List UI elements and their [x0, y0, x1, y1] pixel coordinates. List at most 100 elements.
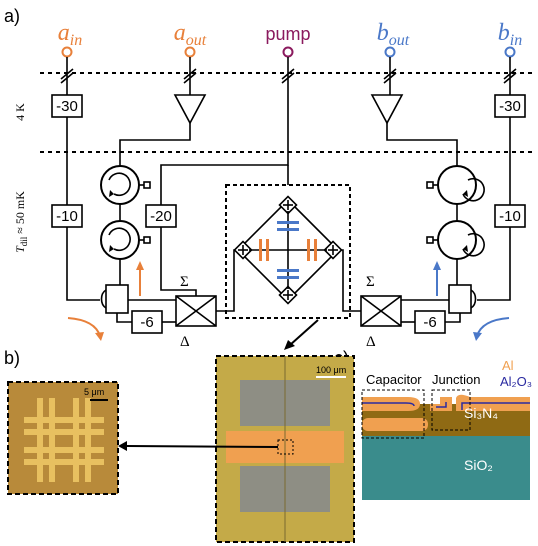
- attenuator: [51, 94, 83, 118]
- attenuator: [494, 94, 526, 118]
- wire: [160, 227, 197, 296]
- amplifier: [370, 94, 404, 125]
- capacitor: [266, 239, 269, 261]
- hybrid-cross: [360, 295, 402, 327]
- hybrid-cross: [175, 295, 217, 327]
- termination: [426, 236, 434, 244]
- material-label: Si₃N₄: [464, 405, 498, 421]
- capacitor: [307, 239, 310, 261]
- material-label: Al₂O₃: [500, 374, 532, 389]
- break-mark: [60, 68, 74, 80]
- circulator: [437, 165, 477, 205]
- attenuator-label: -10: [56, 208, 78, 225]
- attenuator-label: -30: [499, 98, 521, 115]
- termination: [143, 236, 151, 244]
- break-mark: [183, 72, 197, 84]
- break-mark: [503, 72, 517, 84]
- hybrid-diff: Δ: [366, 334, 376, 350]
- panel-label: a): [4, 6, 20, 26]
- zoom-box: [277, 439, 294, 455]
- pointer-arrow: [123, 445, 279, 448]
- break-mark: [281, 72, 295, 84]
- wire: [386, 123, 458, 166]
- inset-line: [73, 398, 79, 482]
- break-mark: [281, 68, 295, 80]
- capacitor: [277, 221, 299, 224]
- inset-line: [24, 447, 104, 453]
- wire: [477, 227, 511, 301]
- port: [282, 46, 294, 58]
- amplifier: [173, 94, 207, 125]
- port-label: bout: [377, 20, 410, 49]
- port: [184, 46, 196, 58]
- circulator-arrow: [109, 190, 114, 197]
- attenuator-label: -6: [423, 314, 436, 331]
- region-label: Junction: [432, 372, 480, 387]
- circulator: [437, 220, 477, 260]
- signal-arrow: [473, 332, 482, 341]
- circulator-arrow: [462, 232, 485, 257]
- attenuator: [494, 204, 526, 228]
- attenuator-label: -20: [150, 208, 172, 225]
- port: [384, 46, 396, 58]
- al-buried: [362, 418, 428, 431]
- break-mark: [383, 68, 397, 80]
- circulator-arrow: [463, 190, 468, 197]
- sio2-layer: [362, 436, 530, 500]
- inset-line: [37, 398, 43, 482]
- inset-line: [49, 398, 55, 482]
- al-top: [430, 397, 452, 411]
- inset-line: [24, 429, 104, 435]
- schematic: [7, 46, 532, 543]
- scale-bar: [90, 399, 108, 401]
- break-mark: [383, 72, 397, 84]
- capacitor: [277, 269, 299, 272]
- wire: [333, 249, 361, 312]
- termination: [143, 181, 151, 189]
- capacitor: [277, 276, 299, 279]
- break-mark: [60, 72, 74, 84]
- coupler: [448, 284, 472, 314]
- circulator: [100, 220, 140, 260]
- material-label: Al: [502, 358, 514, 373]
- capacitor: [259, 239, 262, 261]
- circulator-arrow: [108, 172, 131, 197]
- termination: [426, 181, 434, 189]
- device-outline: [225, 184, 351, 319]
- attenuator: [51, 204, 83, 228]
- pointer-arrow: [284, 340, 295, 350]
- inset-line: [24, 459, 104, 465]
- port-label: ain: [58, 20, 82, 49]
- wire: [119, 123, 191, 166]
- region-label: Capacitor: [366, 372, 422, 387]
- circulator: [100, 165, 140, 205]
- scale-bar: [316, 376, 346, 378]
- inset-line: [24, 417, 104, 423]
- inset-micrograph: [7, 381, 119, 495]
- pointer-arrow: [289, 319, 319, 346]
- region-box: [361, 389, 425, 439]
- port-label: pump: [265, 24, 310, 44]
- termination: [470, 289, 477, 309]
- port: [504, 46, 516, 58]
- wire: [160, 95, 289, 205]
- hybrid-sum: Σ: [366, 274, 375, 290]
- port: [61, 46, 73, 58]
- stage-label: Tdil ≈ 50 mK: [13, 191, 29, 253]
- scale-bar-label: 5 μm: [84, 387, 104, 397]
- port-label: aout: [174, 20, 207, 49]
- capacitor: [314, 239, 317, 261]
- signal-arrow: [433, 261, 441, 270]
- coupler: [105, 284, 129, 314]
- signal-arrow: [136, 261, 144, 270]
- pointer-arrow: [118, 441, 127, 451]
- al2o3-line: [362, 402, 530, 410]
- stage-label: 4 K: [13, 103, 27, 121]
- al-top: [362, 397, 420, 411]
- capacitor: [277, 228, 299, 231]
- scale-bar-label: 100 μm: [316, 365, 346, 375]
- break-mark: [183, 68, 197, 80]
- wire: [445, 313, 461, 323]
- panel-label: b): [4, 348, 20, 368]
